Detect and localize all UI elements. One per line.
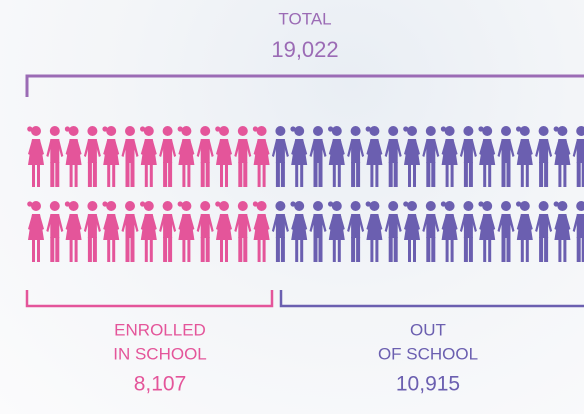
total-value: 19,022: [271, 37, 338, 62]
enrolled-icon: [215, 126, 232, 187]
enrolled-label: ENROLLED: [114, 320, 206, 339]
enrolled-icon: [27, 201, 44, 262]
out-icon: [310, 126, 327, 187]
page: TOTAL 19,022 ENROLLED IN SCHOOL 8,107 OU…: [0, 0, 584, 414]
out-icon: [478, 201, 495, 262]
out-icon: [328, 201, 345, 262]
infographic: TOTAL 19,022 ENROLLED IN SCHOOL 8,107 OU…: [0, 0, 584, 414]
enrolled-icon: [215, 201, 232, 262]
out-icon: [535, 201, 552, 262]
enrolled-icon: [197, 126, 214, 187]
enrolled-icon: [46, 201, 63, 262]
out-icon: [385, 201, 402, 262]
out-icon: [272, 126, 289, 187]
out-label: OF SCHOOL: [378, 344, 478, 363]
out-icon: [460, 201, 477, 262]
total-bracket: [27, 76, 584, 97]
out-icon: [290, 126, 307, 187]
enrolled-icon: [234, 126, 251, 187]
out-icon: [366, 201, 383, 262]
enrolled-label: IN SCHOOL: [113, 344, 207, 363]
out-icon: [573, 201, 584, 262]
enrolled-icon: [84, 201, 101, 262]
out-icon: [347, 126, 364, 187]
enrolled-icon: [122, 201, 139, 262]
enrolled-icon: [140, 126, 157, 187]
out-icon: [422, 126, 439, 187]
enrolled-icon: [102, 201, 119, 262]
enrolled-icon: [159, 126, 176, 187]
enrolled-icon: [178, 201, 195, 262]
out-icon: [290, 201, 307, 262]
enrolled-icon: [197, 201, 214, 262]
enrolled-icon: [253, 126, 270, 187]
out-value: 10,915: [396, 373, 460, 396]
enrolled-icon: [27, 126, 44, 187]
out-icon: [347, 201, 364, 262]
out-label: OUT: [410, 320, 446, 339]
out-icon: [516, 201, 533, 262]
enrolled-icon: [122, 126, 139, 187]
out-icon: [498, 126, 515, 187]
enrolled-icon: [140, 201, 157, 262]
enrolled-icon: [65, 126, 82, 187]
out-icon: [498, 201, 515, 262]
out-icon: [535, 126, 552, 187]
out-icon: [385, 126, 402, 187]
total-label: TOTAL: [278, 9, 331, 28]
out-icon: [478, 126, 495, 187]
out-icon: [516, 126, 533, 187]
enrolled-icon: [46, 126, 63, 187]
out-icon: [554, 201, 571, 262]
enrolled-icon: [178, 126, 195, 187]
enrolled-icon: [253, 201, 270, 262]
enrolled-icon: [102, 126, 119, 187]
out-icon: [554, 126, 571, 187]
enrolled-value: 8,107: [134, 373, 187, 396]
out-icon: [422, 201, 439, 262]
out-icon: [272, 201, 289, 262]
out-icon: [310, 201, 327, 262]
out-icon: [441, 126, 458, 187]
enrolled-icon: [234, 201, 251, 262]
out-icon: [573, 126, 584, 187]
out-icon: [460, 126, 477, 187]
enrolled-icon: [84, 126, 101, 187]
out-icon: [328, 126, 345, 187]
out-bracket: [281, 290, 584, 306]
enrolled-icon: [65, 201, 82, 262]
out-icon: [441, 201, 458, 262]
out-icon: [366, 126, 383, 187]
out-icon: [403, 201, 420, 262]
pictograph: [27, 126, 584, 262]
enrolled-bracket: [27, 290, 272, 306]
out-icon: [403, 126, 420, 187]
enrolled-icon: [159, 201, 176, 262]
